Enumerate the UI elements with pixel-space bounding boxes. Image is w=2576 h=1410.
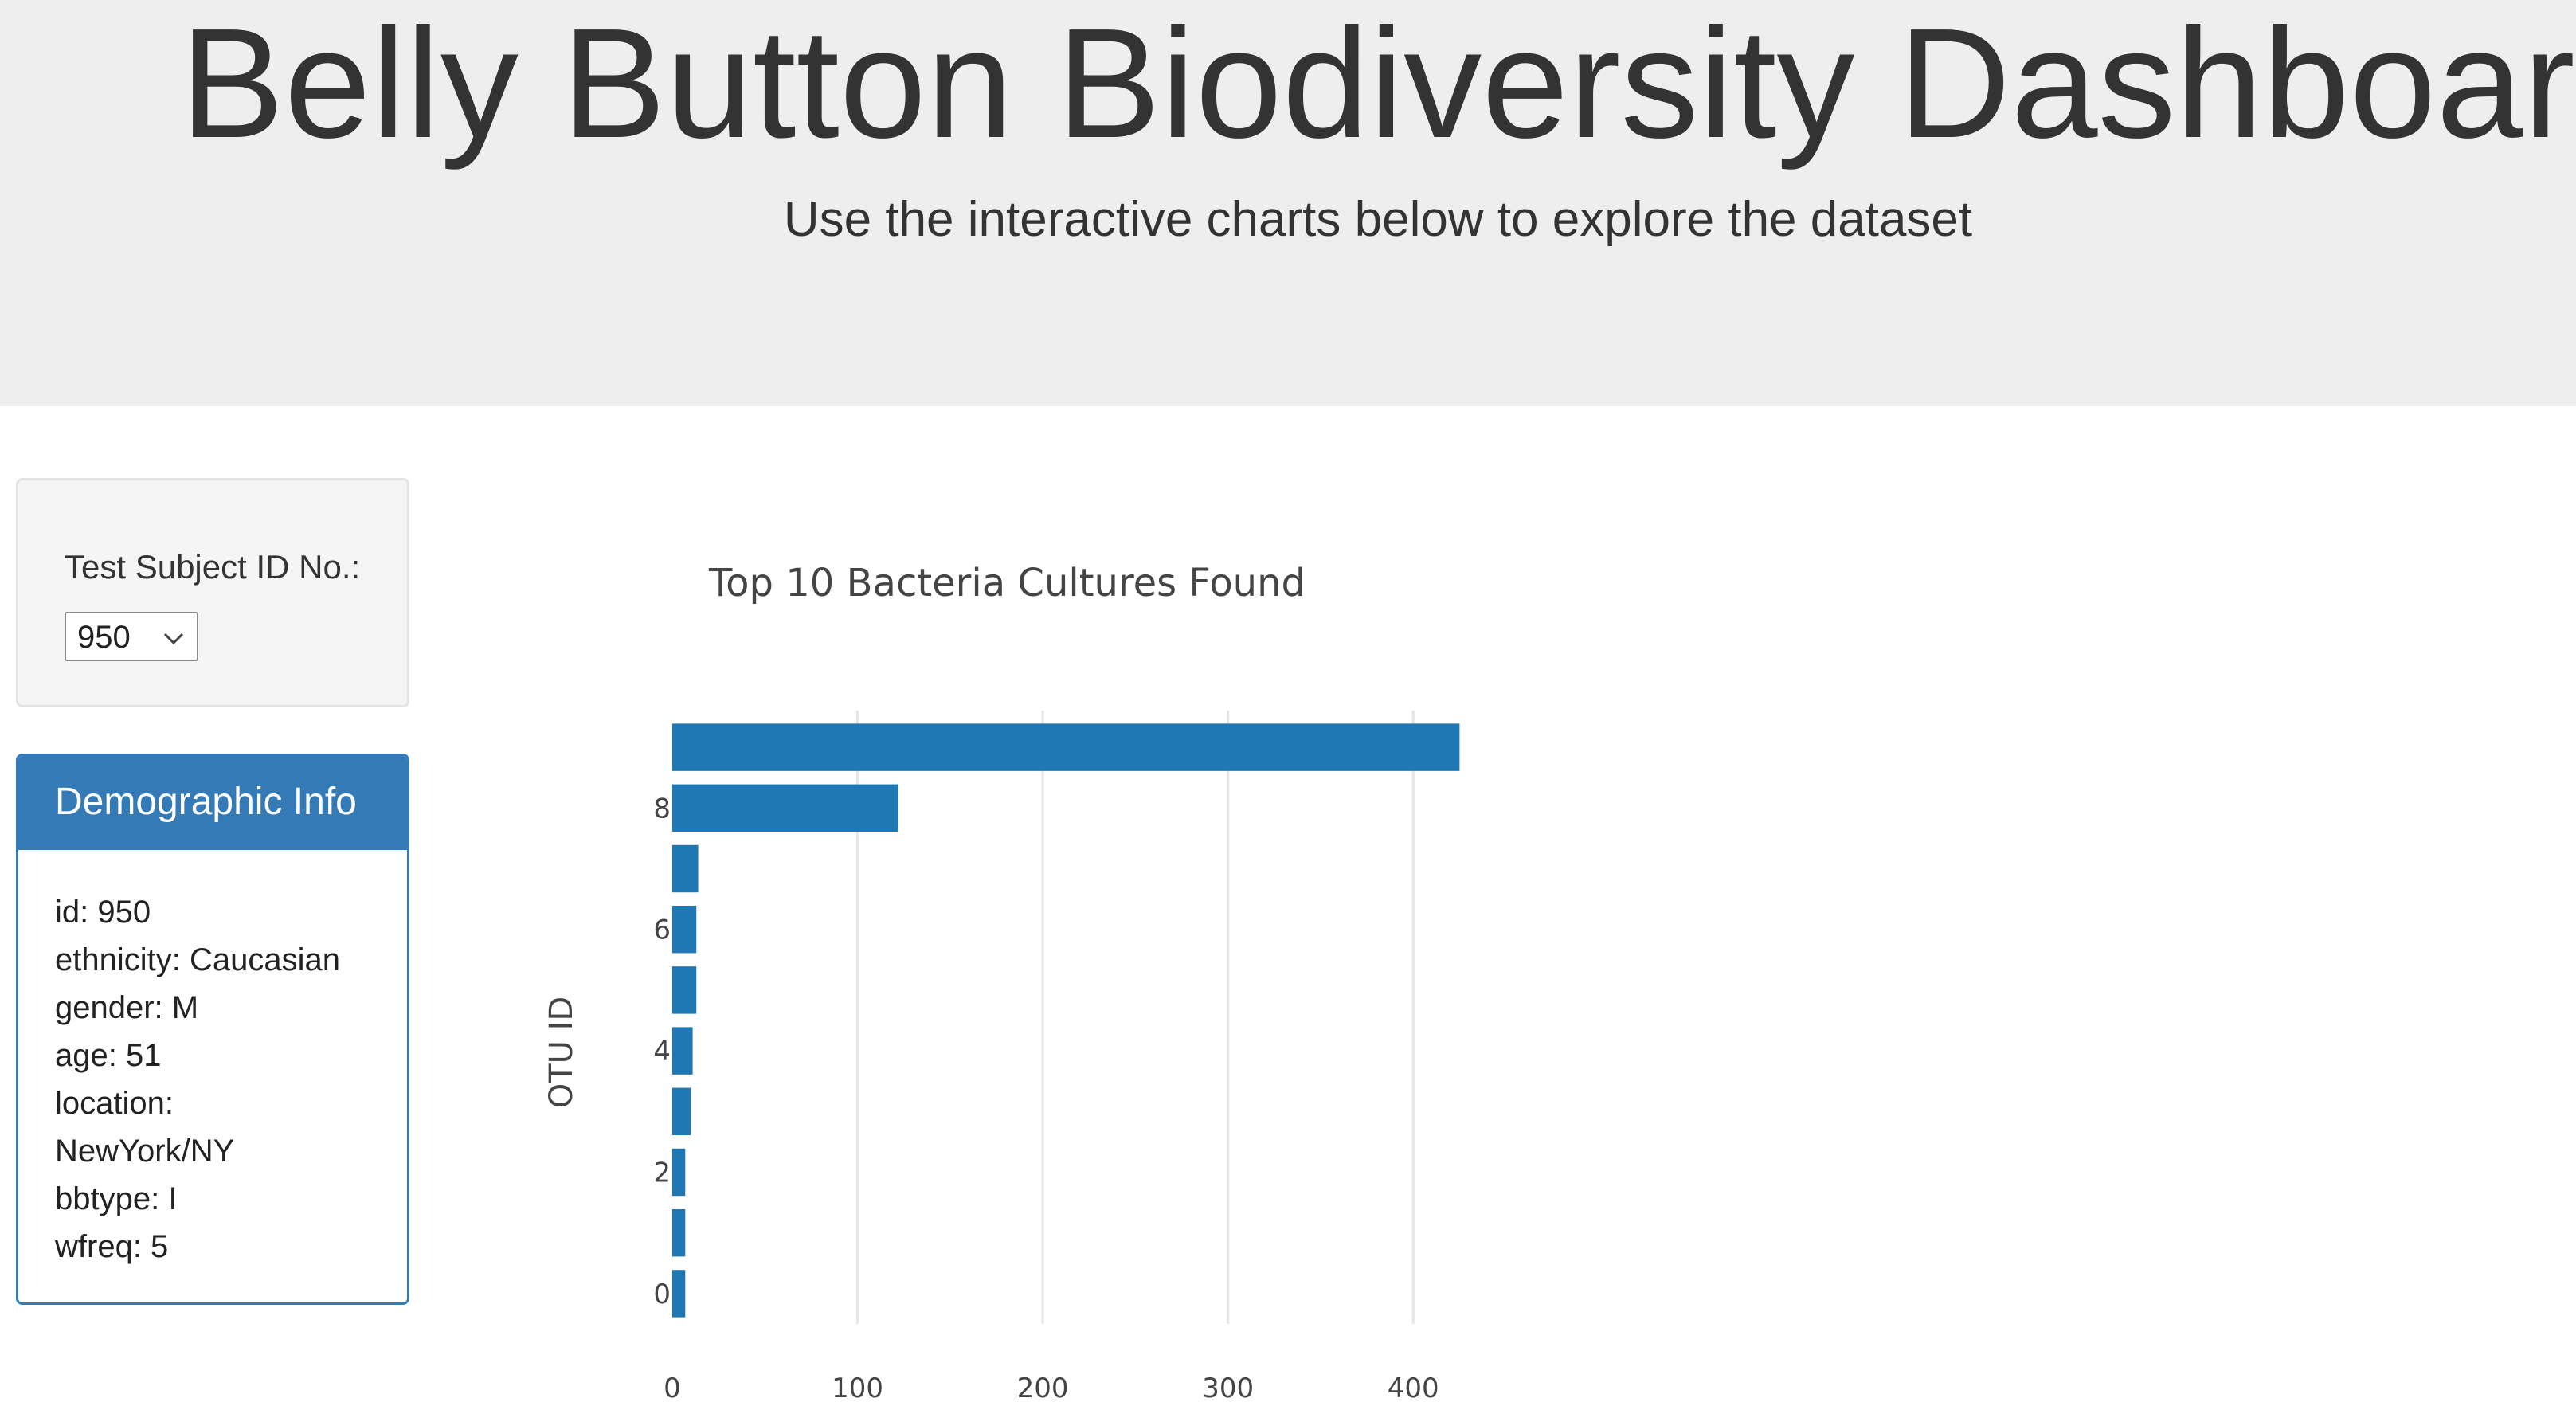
y-tick-label: 0 — [653, 1279, 671, 1310]
metadata-line: age: 51 — [55, 1038, 162, 1073]
bar-otu-3[interactable] — [672, 1087, 691, 1136]
y-tick-label: 6 — [653, 915, 671, 946]
metadata-line: gender: M — [55, 990, 199, 1025]
metadata-line: bbtype: I — [55, 1181, 178, 1216]
bar-otu-7[interactable] — [672, 844, 699, 893]
demographic-info-panel: Demographic Info id: 950 ethnicity: Cauc… — [16, 754, 409, 1305]
bar-otu-8[interactable] — [672, 784, 898, 832]
subject-selector-label: Test Subject ID No.: — [65, 548, 361, 586]
bar-otu-5[interactable] — [672, 966, 697, 1014]
metadata-line: location: — [55, 1086, 174, 1121]
x-tick-label: 400 — [1388, 1373, 1439, 1404]
subject-selector-well: Test Subject ID No.: 950 — [16, 478, 409, 707]
x-tick-label: 0 — [664, 1373, 681, 1404]
chart-x-ticks: 0 100 200 300 400 — [664, 1373, 1439, 1404]
bar-otu-4[interactable] — [672, 1027, 693, 1075]
x-tick-label: 100 — [832, 1373, 883, 1404]
metadata-line: NewYork/NY — [55, 1134, 235, 1169]
bar-otu-6[interactable] — [672, 905, 697, 954]
y-tick-label: 4 — [653, 1036, 671, 1067]
bar-chart-container[interactable]: Top 10 Bacteria Cultures Found 0 100 200 30… — [446, 494, 1482, 1410]
demographic-info-title: Demographic Info — [55, 781, 357, 823]
page-subtitle: Use the interactive charts below to expl… — [783, 192, 1973, 247]
header-jumbotron: Belly Button Biodiversity Dashboard Use … — [0, 0, 2576, 406]
subject-id-selected-value: 950 — [77, 620, 131, 655]
bar-otu-1[interactable] — [672, 1208, 686, 1257]
x-tick-label: 300 — [1202, 1373, 1254, 1404]
y-tick-label: 2 — [653, 1157, 671, 1189]
top10-bar-chart[interactable]: Top 10 Bacteria Cultures Found 0 100 200 30… — [446, 494, 1482, 1410]
bar-otu-9[interactable] — [672, 723, 1460, 771]
demographic-info-body: id: 950 ethnicity: Caucasian gender: M a… — [55, 888, 397, 1271]
chart-gridlines — [856, 711, 1415, 1324]
y-axis-title: OTU ID — [543, 997, 580, 1109]
chart-bars — [672, 723, 1460, 1318]
chevron-down-icon — [163, 633, 184, 645]
metadata-line: ethnicity: Caucasian — [55, 942, 340, 977]
chart-title: Top 10 Bacteria Cultures Found — [708, 561, 1306, 605]
page-title: Belly Button Biodiversity Dashboard — [180, 0, 2576, 170]
metadata-line: wfreq: 5 — [55, 1229, 169, 1264]
bar-otu-2[interactable] — [672, 1148, 686, 1197]
bar-otu-0[interactable] — [672, 1270, 686, 1318]
demographic-info-heading: Demographic Info — [18, 756, 407, 850]
y-tick-label: 8 — [653, 793, 671, 824]
subject-id-select[interactable]: 950 — [65, 612, 198, 661]
metadata-line: id: 950 — [55, 895, 151, 930]
x-tick-label: 200 — [1017, 1373, 1069, 1404]
chart-y-ticks: 0 2 4 6 8 — [653, 793, 671, 1310]
